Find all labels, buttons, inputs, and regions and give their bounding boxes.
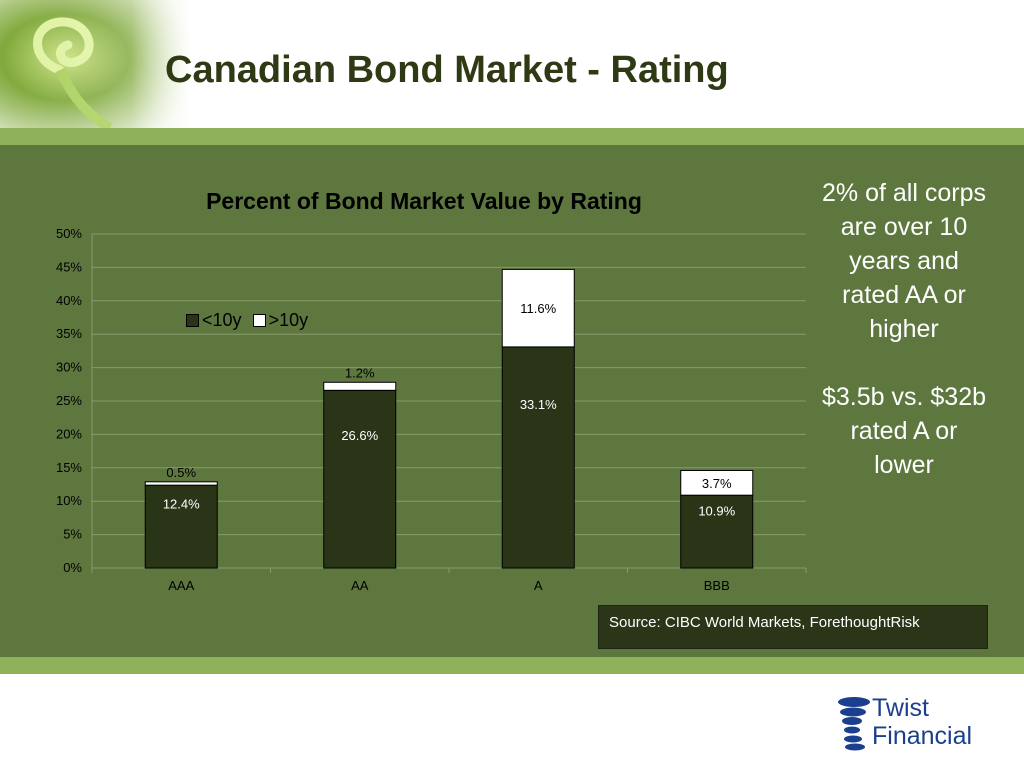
x-tick-label: BBB bbox=[704, 578, 730, 593]
data-label-under-10y: 26.6% bbox=[341, 428, 378, 443]
legend-label-over-10y: >10y bbox=[268, 310, 309, 330]
top-accent-band bbox=[0, 128, 1024, 145]
logo-text: Twist Financial bbox=[872, 694, 972, 750]
legend-item-under-10y: <10y bbox=[186, 310, 242, 331]
legend-swatch-under-10y bbox=[186, 313, 199, 327]
chart-legend: <10y >10y bbox=[186, 310, 314, 331]
bar-under-10y bbox=[144, 484, 218, 569]
data-label-over-10y: 0.5% bbox=[166, 465, 196, 480]
y-tick-label: 45% bbox=[56, 259, 82, 274]
data-label-over-10y: 11.6% bbox=[520, 301, 556, 316]
y-tick-label: 40% bbox=[56, 293, 82, 308]
y-tick-label: 50% bbox=[56, 226, 82, 241]
y-tick-label: 25% bbox=[56, 393, 82, 408]
y-tick-label: 10% bbox=[56, 493, 82, 508]
legend-item-over-10y: >10y bbox=[252, 310, 309, 331]
data-label-over-10y: 1.2% bbox=[345, 365, 375, 380]
x-tick-label: A bbox=[534, 578, 543, 593]
legend-label-under-10y: <10y bbox=[202, 310, 242, 330]
bar-over-10y bbox=[323, 381, 397, 391]
data-label-under-10y: 10.9% bbox=[698, 504, 735, 519]
bottom-accent-band bbox=[0, 657, 1024, 674]
y-tick-label: 15% bbox=[56, 460, 82, 475]
source-box: Source: CIBC World Markets, ForethoughtR… bbox=[598, 605, 988, 649]
data-label-over-10y: 3.7% bbox=[702, 476, 732, 491]
data-label-under-10y: 33.1% bbox=[520, 397, 557, 412]
logo-text-twist: Twist bbox=[872, 694, 929, 722]
fern-corner-image bbox=[0, 0, 188, 128]
y-tick-label: 20% bbox=[56, 426, 82, 441]
data-label-under-10y: 12.4% bbox=[163, 496, 200, 511]
company-logo: Twist Financial bbox=[836, 694, 996, 752]
y-tick-label: 5% bbox=[63, 527, 82, 542]
bar-over-10y bbox=[680, 469, 754, 496]
bar-under-10y bbox=[680, 494, 754, 569]
y-tick-label: 35% bbox=[56, 326, 82, 341]
y-tick-label: 0% bbox=[63, 560, 82, 575]
x-tick-label: AAA bbox=[168, 578, 194, 593]
bar-chart: 0% 5% 10% 15% 20% 25% 30% 35% 40% 45% 50% 12.4% 0.5%… bbox=[56, 226, 807, 593]
side-note-line-2: $3.5b vs. $32b rated A or lower bbox=[821, 383, 986, 479]
bar-over-10y bbox=[144, 481, 218, 486]
y-tick-label: 30% bbox=[56, 360, 82, 375]
side-note: 2% of all corps are over 10 years and ra… bbox=[818, 176, 990, 482]
bar-over-10y bbox=[501, 268, 575, 348]
x-tick-label: AA bbox=[351, 578, 369, 593]
logo-text-financial: Financial bbox=[872, 722, 973, 750]
bar-under-10y bbox=[501, 346, 575, 569]
bar-under-10y bbox=[323, 389, 397, 569]
twist-swirl-icon bbox=[838, 697, 870, 751]
side-note-line-1: 2% of all corps are over 10 years and ra… bbox=[822, 179, 986, 343]
legend-swatch-over-10y bbox=[252, 313, 266, 327]
slide-title: Canadian Bond Market - Rating bbox=[165, 49, 729, 91]
chart-title: Percent of Bond Market Value by Rating bbox=[206, 188, 642, 214]
